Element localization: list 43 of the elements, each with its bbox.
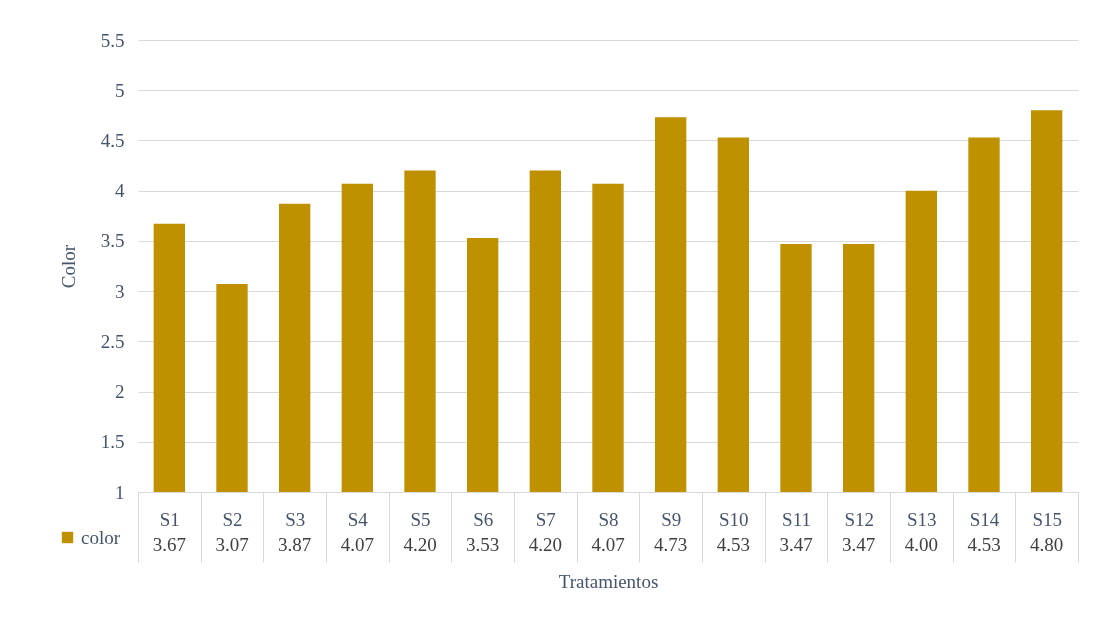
x-tick-label: S11 <box>782 508 811 530</box>
data-label: 3.87 <box>278 534 312 555</box>
data-label: 4.53 <box>967 534 1001 555</box>
y-tick-label: 1.5 <box>100 431 125 453</box>
data-label: 3.53 <box>466 534 500 555</box>
x-tick-label: S8 <box>598 508 619 530</box>
data-label: 4.20 <box>403 534 437 555</box>
x-tick-label: S3 <box>285 508 306 530</box>
x-tick-label: S13 <box>907 508 937 530</box>
data-label: 3.07 <box>215 534 249 555</box>
x-tick-label: S9 <box>661 508 682 530</box>
x-axis-title: Tratamientos <box>558 571 659 592</box>
y-tick-label: 2 <box>115 381 125 403</box>
data-label: 4.00 <box>904 534 938 555</box>
y-tick-label: 2.5 <box>100 330 125 352</box>
x-tick-label: S1 <box>159 508 180 530</box>
legend-label: color <box>81 526 121 548</box>
y-tick-label: 3 <box>115 280 125 302</box>
data-label: 4.07 <box>340 534 374 555</box>
y-tick-label: 5 <box>115 79 125 101</box>
data-label: 4.53 <box>716 534 750 555</box>
data-label: 4.73 <box>654 534 688 555</box>
data-label: 3.67 <box>152 534 186 555</box>
data-label: 4.07 <box>591 534 625 555</box>
y-tick-label: 5.5 <box>100 29 125 51</box>
x-tick-label: S5 <box>410 508 431 530</box>
data-label: 4.20 <box>528 534 562 555</box>
x-tick-label: S2 <box>222 508 243 530</box>
x-tick-label: S6 <box>473 508 494 530</box>
data-label: 3.47 <box>842 534 876 555</box>
y-axis-title: Color <box>57 244 79 289</box>
x-tick-label: S10 <box>719 508 749 530</box>
x-tick-label: S4 <box>347 508 369 530</box>
data-label: 3.47 <box>779 534 813 555</box>
x-tick-label: S15 <box>1032 508 1062 530</box>
y-tick-label: 4.5 <box>100 129 125 151</box>
y-tick-label: 1 <box>115 481 125 503</box>
x-tick-label: S12 <box>844 508 874 530</box>
y-tick-label: 3.5 <box>100 230 125 252</box>
x-tick-label: S7 <box>535 508 556 530</box>
y-tick-label: 4 <box>115 180 125 202</box>
x-tick-label: S14 <box>969 508 1000 530</box>
data-label: 4.80 <box>1030 534 1064 555</box>
